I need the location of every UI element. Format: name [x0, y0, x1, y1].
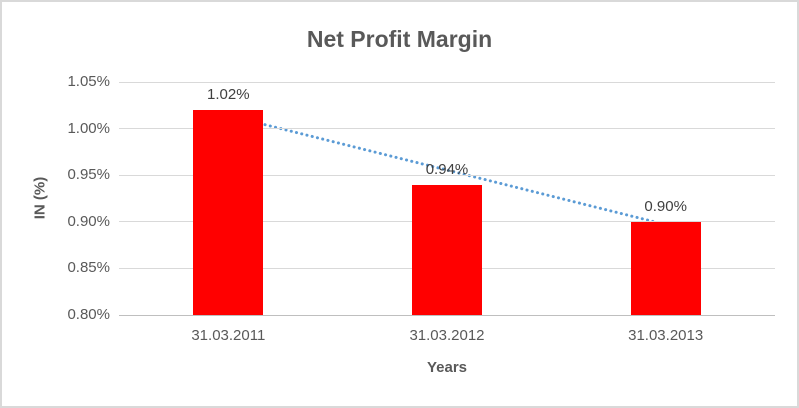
y-tick-label: 0.85%: [67, 259, 110, 277]
bar-31.03.2012: [412, 184, 482, 315]
y-tick-label: 0.95%: [67, 166, 110, 184]
data-label: 0.90%: [644, 197, 687, 215]
bar-31.03.2011: [193, 109, 264, 315]
y-axis-title: IN (%): [31, 176, 49, 220]
bar-31.03.2013: [630, 221, 701, 315]
y-tick-label: 0.90%: [67, 212, 110, 230]
x-axis-line: [119, 314, 775, 316]
y-tick-label: 0.80%: [67, 306, 110, 323]
y-tick-label: 1.05%: [67, 73, 110, 90]
data-label: 1.02%: [207, 85, 250, 103]
x-tick-label: 31.03.2013: [628, 327, 704, 344]
data-label: 0.94%: [425, 160, 469, 178]
y-gridline: [119, 128, 775, 130]
x-tick-label: 31.03.2012: [409, 327, 485, 344]
x-tick-label: 31.03.2011: [191, 327, 266, 344]
y-gridline: [119, 174, 775, 176]
chart-title: Net Profit Margin: [306, 26, 493, 52]
y-tick-label: 1.00%: [67, 119, 110, 137]
x-axis-title: Years: [426, 359, 468, 376]
y-gridline: [119, 81, 775, 83]
